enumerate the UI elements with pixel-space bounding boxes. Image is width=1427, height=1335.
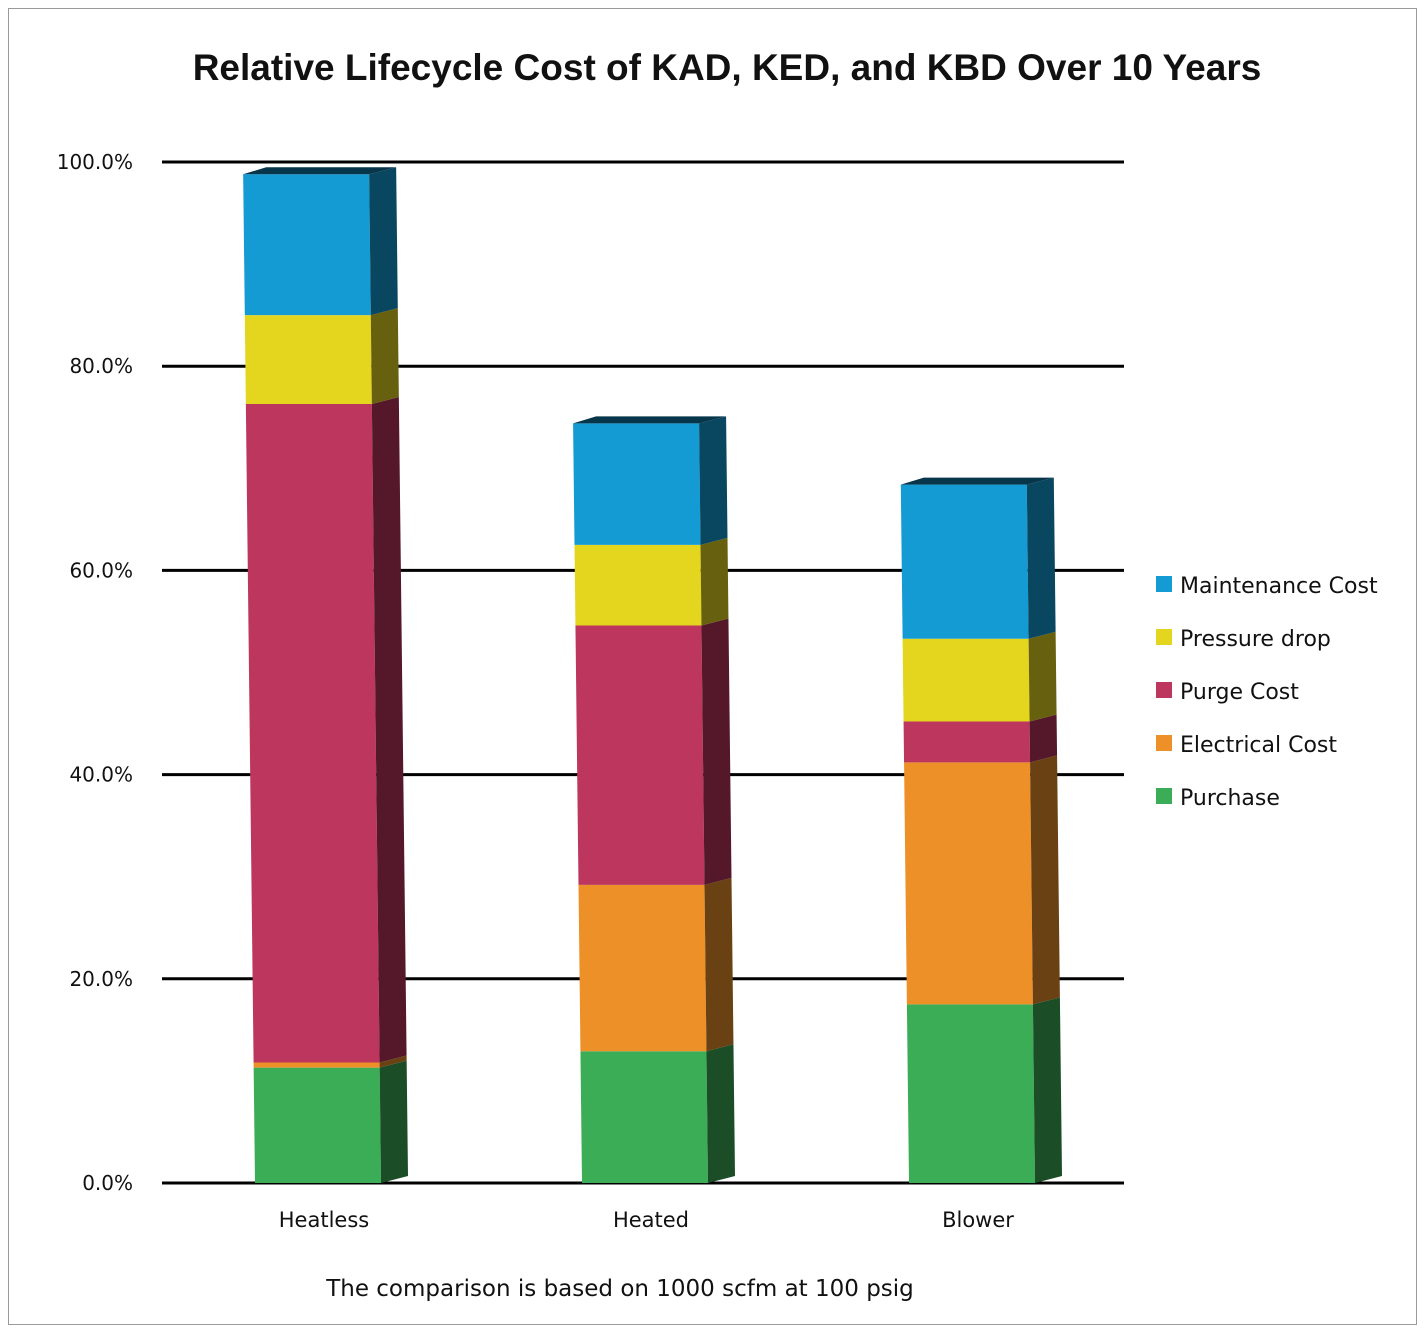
bar-segment-pressure-drop — [574, 544, 702, 626]
bar-segment-electrical-cost — [578, 884, 707, 1052]
legend-item-electrical-cost: Electrical Cost — [1156, 733, 1337, 758]
x-category-label: Blower — [942, 1208, 1014, 1232]
y-tick-label: 100.0% — [57, 150, 133, 174]
legend-item-maintenance-cost: Maintenance Cost — [1156, 574, 1378, 599]
y-tick-label: 80.0% — [69, 354, 133, 378]
bar-segment-side — [1032, 997, 1062, 1183]
bar-segment-side — [704, 877, 734, 1052]
bar-segment-side — [700, 537, 729, 626]
x-category-label: Heated — [613, 1208, 689, 1232]
bar-segment-side — [1028, 631, 1057, 722]
legend-swatch — [1156, 735, 1172, 751]
legend-item-pressure-drop: Pressure drop — [1156, 627, 1331, 652]
bar-segment-maintenance-cost — [243, 174, 371, 316]
bar-segment-side — [699, 416, 728, 545]
bar-segment-purge-cost — [575, 625, 705, 885]
bar-segment-maintenance-cost — [900, 484, 1029, 639]
legend-label: Pressure drop — [1180, 627, 1331, 652]
bar-segment-purge-cost — [245, 403, 380, 1063]
x-category-label: Heatless — [279, 1208, 369, 1232]
bar-group-heatless — [243, 167, 408, 1183]
legend-swatch — [1156, 576, 1172, 592]
bar-segment-purge-cost — [903, 721, 1031, 763]
legend-swatch — [1156, 682, 1172, 698]
legend-label: Maintenance Cost — [1180, 574, 1378, 599]
bar-segment-purchase — [580, 1051, 708, 1183]
bar-segment-side — [379, 1055, 407, 1068]
legend-item-purchase: Purchase — [1156, 786, 1280, 811]
bar-segment-pressure-drop — [902, 638, 1030, 722]
bar-segment-side — [1030, 755, 1060, 1005]
bar-segment-side — [706, 1044, 735, 1183]
legend-label: Electrical Cost — [1180, 733, 1337, 758]
legend-swatch — [1156, 629, 1172, 645]
chart-footnote: The comparison is based on 1000 scfm at … — [325, 1276, 914, 1302]
bar-group-heated — [573, 416, 735, 1183]
bar-segment-side — [370, 308, 399, 404]
chart-title: Relative Lifecycle Cost of KAD, KED, and… — [193, 47, 1262, 88]
bar-group-blower — [900, 477, 1062, 1183]
y-tick-label: 60.0% — [69, 558, 133, 582]
bar-segment-side — [379, 1060, 408, 1183]
bar-segment-side — [1029, 714, 1058, 763]
bar-segment-electrical-cost — [253, 1062, 380, 1068]
y-tick-label: 40.0% — [69, 763, 133, 787]
bar-segment-side — [369, 167, 398, 316]
bar-segment-electrical-cost — [904, 762, 1033, 1005]
bar-top-cap — [900, 477, 1054, 485]
y-tick-label: 0.0% — [82, 1171, 133, 1195]
bar-segment-side — [701, 618, 732, 885]
bar-top-cap — [573, 416, 727, 424]
legend-item-purge-cost: Purge Cost — [1156, 680, 1299, 705]
bar-top-cap — [243, 167, 397, 175]
bar-segment-maintenance-cost — [573, 423, 701, 545]
bar-segment-side — [1026, 477, 1056, 639]
legend-swatch — [1156, 788, 1172, 804]
legend-label: Purge Cost — [1180, 680, 1299, 705]
bar-segment-purchase — [253, 1067, 381, 1183]
bar-segment-side — [371, 396, 407, 1063]
axis-labels: 0.0% 20.0% 40.0% 60.0% 80.0% 100.0% Heatless He… — [57, 150, 1015, 1232]
bar-segment-pressure-drop — [244, 315, 372, 404]
bars — [243, 167, 1062, 1183]
y-tick-label: 20.0% — [69, 967, 133, 991]
legend: Maintenance Cost Pressure drop Purge Cost E… — [1156, 574, 1378, 811]
legend-label: Purchase — [1180, 786, 1280, 811]
bar-segment-purchase — [906, 1004, 1035, 1183]
